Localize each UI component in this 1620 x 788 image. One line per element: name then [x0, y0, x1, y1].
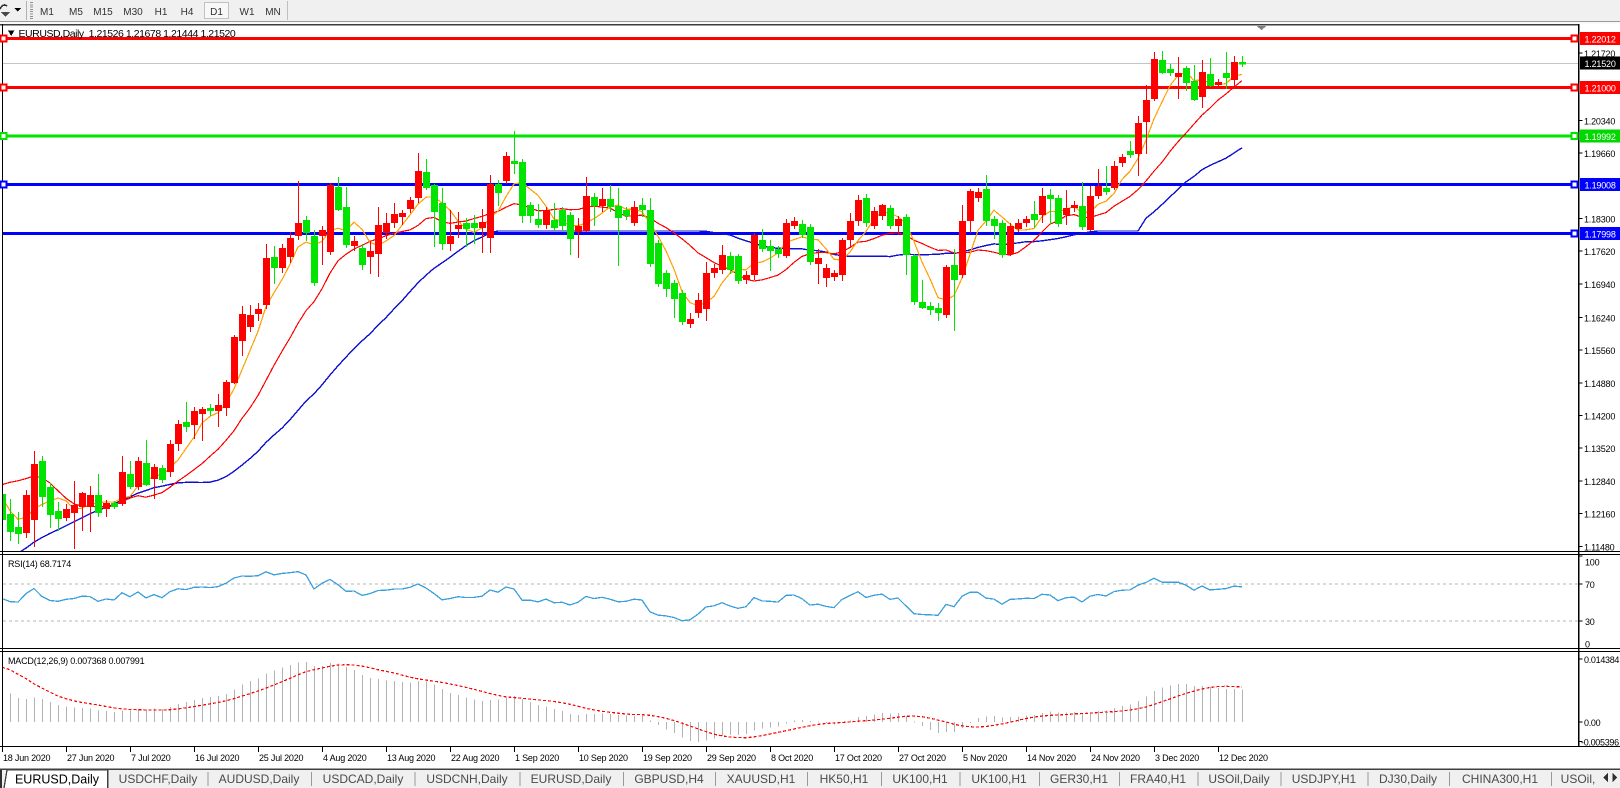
svg-text:1.15560: 1.15560	[1584, 346, 1615, 356]
svg-text:EURUSD,Daily 1.21526 1.21678: EURUSD,Daily 1.21526 1.21678 1.21444 1.2…	[19, 28, 236, 40]
svg-text:7 Jul 2020: 7 Jul 2020	[131, 753, 171, 763]
svg-text:1.13520: 1.13520	[1584, 444, 1615, 454]
svg-text:22 Aug 2020: 22 Aug 2020	[451, 753, 500, 763]
svg-text:0.00: 0.00	[1584, 718, 1601, 728]
svg-text:HK50,H1: HK50,H1	[820, 772, 869, 786]
svg-text:1.19992: 1.19992	[1585, 132, 1616, 142]
svg-text:RSI(14) 68.7174: RSI(14) 68.7174	[8, 559, 71, 569]
svg-text:W1: W1	[240, 7, 255, 18]
svg-text:1.21000: 1.21000	[1585, 84, 1616, 94]
svg-text:MN: MN	[265, 7, 281, 18]
svg-text:USDCNH,Daily: USDCNH,Daily	[426, 772, 507, 786]
svg-text:M1: M1	[40, 7, 54, 18]
svg-text:EURUSD,Daily: EURUSD,Daily	[15, 773, 100, 787]
svg-text:8 Oct 2020: 8 Oct 2020	[771, 753, 813, 763]
svg-text:M5: M5	[69, 7, 83, 18]
svg-text:AUDUSD,Daily: AUDUSD,Daily	[219, 772, 300, 786]
svg-text:EURUSD,Daily: EURUSD,Daily	[531, 772, 612, 786]
svg-text:1.19660: 1.19660	[1584, 149, 1615, 159]
svg-text:DJ30,Daily: DJ30,Daily	[1379, 772, 1437, 786]
svg-text:5 Nov 2020: 5 Nov 2020	[963, 753, 1007, 763]
svg-text:USDJPY,H1: USDJPY,H1	[1292, 772, 1357, 786]
svg-text:-0.005396: -0.005396	[1581, 738, 1619, 748]
svg-text:GBPUSD,H4: GBPUSD,H4	[634, 772, 704, 786]
svg-text:H1: H1	[155, 7, 168, 18]
svg-text:1.19008: 1.19008	[1585, 181, 1616, 191]
svg-text:USOil,: USOil,	[1561, 772, 1596, 786]
svg-text:1 Sep 2020: 1 Sep 2020	[515, 753, 559, 763]
svg-text:27 Oct 2020: 27 Oct 2020	[899, 753, 946, 763]
svg-text:1.20340: 1.20340	[1584, 116, 1615, 126]
svg-text:1.21520: 1.21520	[1585, 59, 1616, 69]
svg-text:3 Dec 2020: 3 Dec 2020	[1155, 753, 1199, 763]
svg-text:UK100,H1: UK100,H1	[971, 772, 1027, 786]
svg-text:USOil,Daily: USOil,Daily	[1208, 772, 1269, 786]
svg-text:CHINA300,H1: CHINA300,H1	[1462, 772, 1538, 786]
svg-text:H4: H4	[181, 7, 194, 18]
svg-text:1.21720: 1.21720	[1584, 49, 1615, 59]
svg-text:27 Jun 2020: 27 Jun 2020	[67, 753, 115, 763]
svg-text:USDCHF,Daily: USDCHF,Daily	[119, 772, 198, 786]
svg-text:MACD(12,26,9) 0.007368 0.00799: MACD(12,26,9) 0.007368 0.007991	[8, 656, 145, 666]
svg-text:12 Dec 2020: 12 Dec 2020	[1219, 753, 1268, 763]
svg-text:24 Nov 2020: 24 Nov 2020	[1091, 753, 1140, 763]
svg-text:XAUUSD,H1: XAUUSD,H1	[727, 772, 796, 786]
svg-text:D1: D1	[210, 7, 223, 18]
svg-text:29 Sep 2020: 29 Sep 2020	[707, 753, 756, 763]
svg-text:1.16240: 1.16240	[1584, 313, 1615, 323]
svg-text:1.11480: 1.11480	[1584, 542, 1615, 552]
svg-text:14 Nov 2020: 14 Nov 2020	[1027, 753, 1076, 763]
svg-text:1.16940: 1.16940	[1584, 280, 1615, 290]
svg-text:M30: M30	[123, 7, 143, 18]
svg-text:16 Jul 2020: 16 Jul 2020	[195, 753, 240, 763]
svg-text:1.18300: 1.18300	[1584, 214, 1615, 224]
svg-text:M15: M15	[93, 7, 113, 18]
svg-text:30: 30	[1585, 617, 1595, 627]
svg-text:4 Aug 2020: 4 Aug 2020	[323, 753, 367, 763]
svg-text:0.014384: 0.014384	[1584, 655, 1619, 665]
svg-text:70: 70	[1585, 580, 1595, 590]
svg-text:13 Aug 2020: 13 Aug 2020	[387, 753, 436, 763]
svg-text:1.22012: 1.22012	[1585, 35, 1616, 45]
svg-text:0: 0	[1585, 640, 1590, 650]
svg-text:1.17998: 1.17998	[1585, 230, 1616, 240]
svg-text:18 Jun 2020: 18 Jun 2020	[3, 753, 51, 763]
svg-text:1.12160: 1.12160	[1584, 510, 1615, 520]
svg-text:100: 100	[1585, 558, 1600, 568]
svg-text:UK100,H1: UK100,H1	[892, 772, 948, 786]
svg-text:17 Oct 2020: 17 Oct 2020	[835, 753, 882, 763]
svg-text:1.12840: 1.12840	[1584, 477, 1615, 487]
svg-text:FRA40,H1: FRA40,H1	[1130, 772, 1186, 786]
svg-text:USDCAD,Daily: USDCAD,Daily	[323, 772, 404, 786]
svg-text:1.14200: 1.14200	[1584, 412, 1615, 422]
svg-text:10 Sep 2020: 10 Sep 2020	[579, 753, 628, 763]
svg-text:19 Sep 2020: 19 Sep 2020	[643, 753, 692, 763]
svg-text:GER30,H1: GER30,H1	[1050, 772, 1108, 786]
svg-text:1.14880: 1.14880	[1584, 379, 1615, 389]
svg-text:25 Jul 2020: 25 Jul 2020	[259, 753, 304, 763]
svg-text:1.17620: 1.17620	[1584, 247, 1615, 257]
